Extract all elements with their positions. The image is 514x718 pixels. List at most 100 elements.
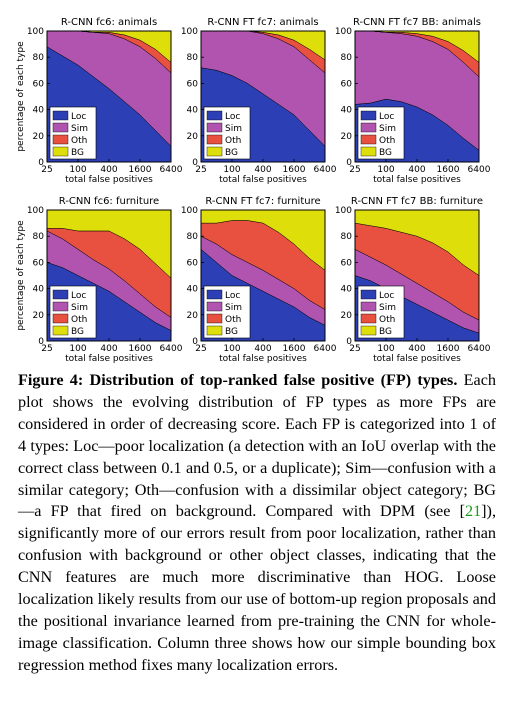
legend-swatch-bg — [206, 325, 223, 336]
legend-label-oth: Oth — [71, 315, 87, 325]
y-tick-label: 80 — [341, 232, 353, 242]
caption-title: Figure 4: Distribution of top-ranked fal… — [18, 371, 458, 389]
legend-label-bg: BG — [71, 327, 84, 337]
x-tick-label: 25 — [195, 165, 206, 175]
legend-label-loc: Loc — [379, 112, 394, 122]
x-tick-label: 1600 — [129, 344, 152, 354]
legend-swatch-oth — [52, 313, 69, 324]
x-tick-label: 1600 — [283, 165, 306, 175]
x-tick-label: 400 — [254, 344, 271, 354]
y-axis-label: percentage of each type — [16, 220, 26, 331]
legend-swatch-oth — [360, 313, 377, 324]
legend-swatch-loc — [52, 289, 69, 300]
figure-caption: Figure 4: Distribution of top-ranked fal… — [18, 370, 496, 677]
legend: Loc Sim Oth BG — [203, 285, 251, 339]
legend-label-sim: Sim — [379, 124, 396, 134]
caption-text-part2: ]), significantly more of our errors res… — [18, 502, 496, 674]
legend-label-sim: Sim — [225, 124, 242, 134]
x-tick-label: 25 — [41, 165, 52, 175]
y-tick-label: 60 — [341, 258, 353, 268]
plot-2: R-CNN FT fc7: animals 0 20 40 60 80 100 25 100 40… — [181, 17, 337, 185]
legend-label-oth: Oth — [379, 315, 395, 325]
legend-label-oth: Oth — [379, 136, 395, 146]
y-tick-label: 0 — [346, 337, 352, 347]
legend: Loc Sim Oth BG — [49, 106, 97, 160]
x-tick-label: 400 — [408, 344, 425, 354]
legend-label-sim: Sim — [379, 303, 396, 313]
plot-title: R-CNN FT fc7 BB: furniture — [351, 196, 483, 207]
y-tick-label: 60 — [187, 258, 199, 268]
y-tick-label: 20 — [341, 132, 353, 142]
y-tick-label: 0 — [192, 158, 198, 168]
x-tick-label: 25 — [349, 165, 360, 175]
y-tick-label: 60 — [341, 79, 353, 89]
legend-label-sim: Sim — [71, 124, 88, 134]
x-tick-label: 400 — [100, 165, 117, 175]
y-tick-label: 20 — [341, 311, 353, 321]
y-tick-label: 0 — [346, 158, 352, 168]
citation-link[interactable]: 21 — [464, 502, 482, 521]
y-tick-label: 100 — [335, 27, 352, 37]
x-tick-label: 1600 — [283, 344, 306, 354]
legend-swatch-sim — [52, 122, 69, 133]
x-tick-label: 25 — [41, 344, 52, 354]
y-tick-label: 60 — [33, 258, 45, 268]
legend-swatch-bg — [52, 325, 69, 336]
legend: Loc Sim Oth BG — [49, 285, 97, 339]
legend-swatch-loc — [206, 110, 223, 121]
y-tick-label: 80 — [33, 232, 45, 242]
y-tick-label: 80 — [187, 53, 199, 63]
y-tick-label: 100 — [27, 206, 44, 216]
legend-label-loc: Loc — [225, 112, 240, 122]
x-tick-label: 6400 — [468, 344, 491, 354]
legend: Loc Sim Oth BG — [357, 285, 405, 339]
plot-title: R-CNN fc6: animals — [61, 17, 157, 28]
x-axis-label: total false positives — [373, 354, 461, 364]
x-tick-label: 400 — [100, 344, 117, 354]
legend-swatch-oth — [52, 134, 69, 145]
legend-label-sim: Sim — [71, 303, 88, 313]
plot-title: R-CNN FT fc7: furniture — [205, 196, 320, 207]
x-axis-label: total false positives — [219, 175, 307, 185]
x-tick-label: 6400 — [160, 165, 183, 175]
y-tick-label: 80 — [187, 232, 199, 242]
legend-swatch-loc — [52, 110, 69, 121]
legend-label-bg: BG — [225, 148, 238, 158]
y-tick-label: 40 — [187, 285, 199, 295]
y-tick-label: 60 — [33, 79, 45, 89]
legend-label-bg: BG — [225, 327, 238, 337]
legend-label-oth: Oth — [225, 315, 241, 325]
x-tick-label: 100 — [69, 344, 86, 354]
legend: Loc Sim Oth BG — [357, 106, 405, 160]
legend-swatch-loc — [360, 110, 377, 121]
x-tick-label: 25 — [195, 344, 206, 354]
legend-swatch-loc — [360, 289, 377, 300]
y-tick-label: 40 — [341, 285, 353, 295]
y-tick-label: 40 — [33, 285, 45, 295]
y-tick-label: 20 — [187, 132, 199, 142]
y-tick-label: 0 — [38, 337, 44, 347]
legend-label-oth: Oth — [71, 136, 87, 146]
caption-paragraph: Figure 4: Distribution of top-ranked fal… — [18, 370, 496, 677]
x-tick-label: 25 — [349, 344, 360, 354]
y-tick-label: 100 — [181, 206, 198, 216]
x-tick-label: 1600 — [437, 165, 460, 175]
legend-label-loc: Loc — [71, 112, 86, 122]
y-tick-label: 0 — [192, 337, 198, 347]
x-tick-label: 400 — [408, 165, 425, 175]
y-tick-label: 20 — [187, 311, 199, 321]
legend-label-loc: Loc — [71, 291, 86, 301]
legend-swatch-oth — [360, 134, 377, 145]
x-tick-label: 100 — [377, 344, 394, 354]
x-tick-label: 6400 — [468, 165, 491, 175]
y-tick-label: 100 — [335, 206, 352, 216]
plot-1: R-CNN fc6: animals 0 20 40 60 80 100 25 100 400 16… — [16, 17, 183, 185]
x-axis-label: total false positives — [65, 175, 153, 185]
y-axis-label: percentage of each type — [16, 41, 26, 152]
x-axis-label: total false positives — [219, 354, 307, 364]
legend-swatch-sim — [52, 301, 69, 312]
plot-3: R-CNN FT fc7 BB: animals 0 20 40 60 80 100 25 10… — [335, 17, 491, 185]
plot-title: R-CNN fc6: furniture — [59, 196, 159, 207]
plot-6: R-CNN FT fc7 BB: furniture 0 20 40 60 80 100 25… — [335, 196, 491, 364]
